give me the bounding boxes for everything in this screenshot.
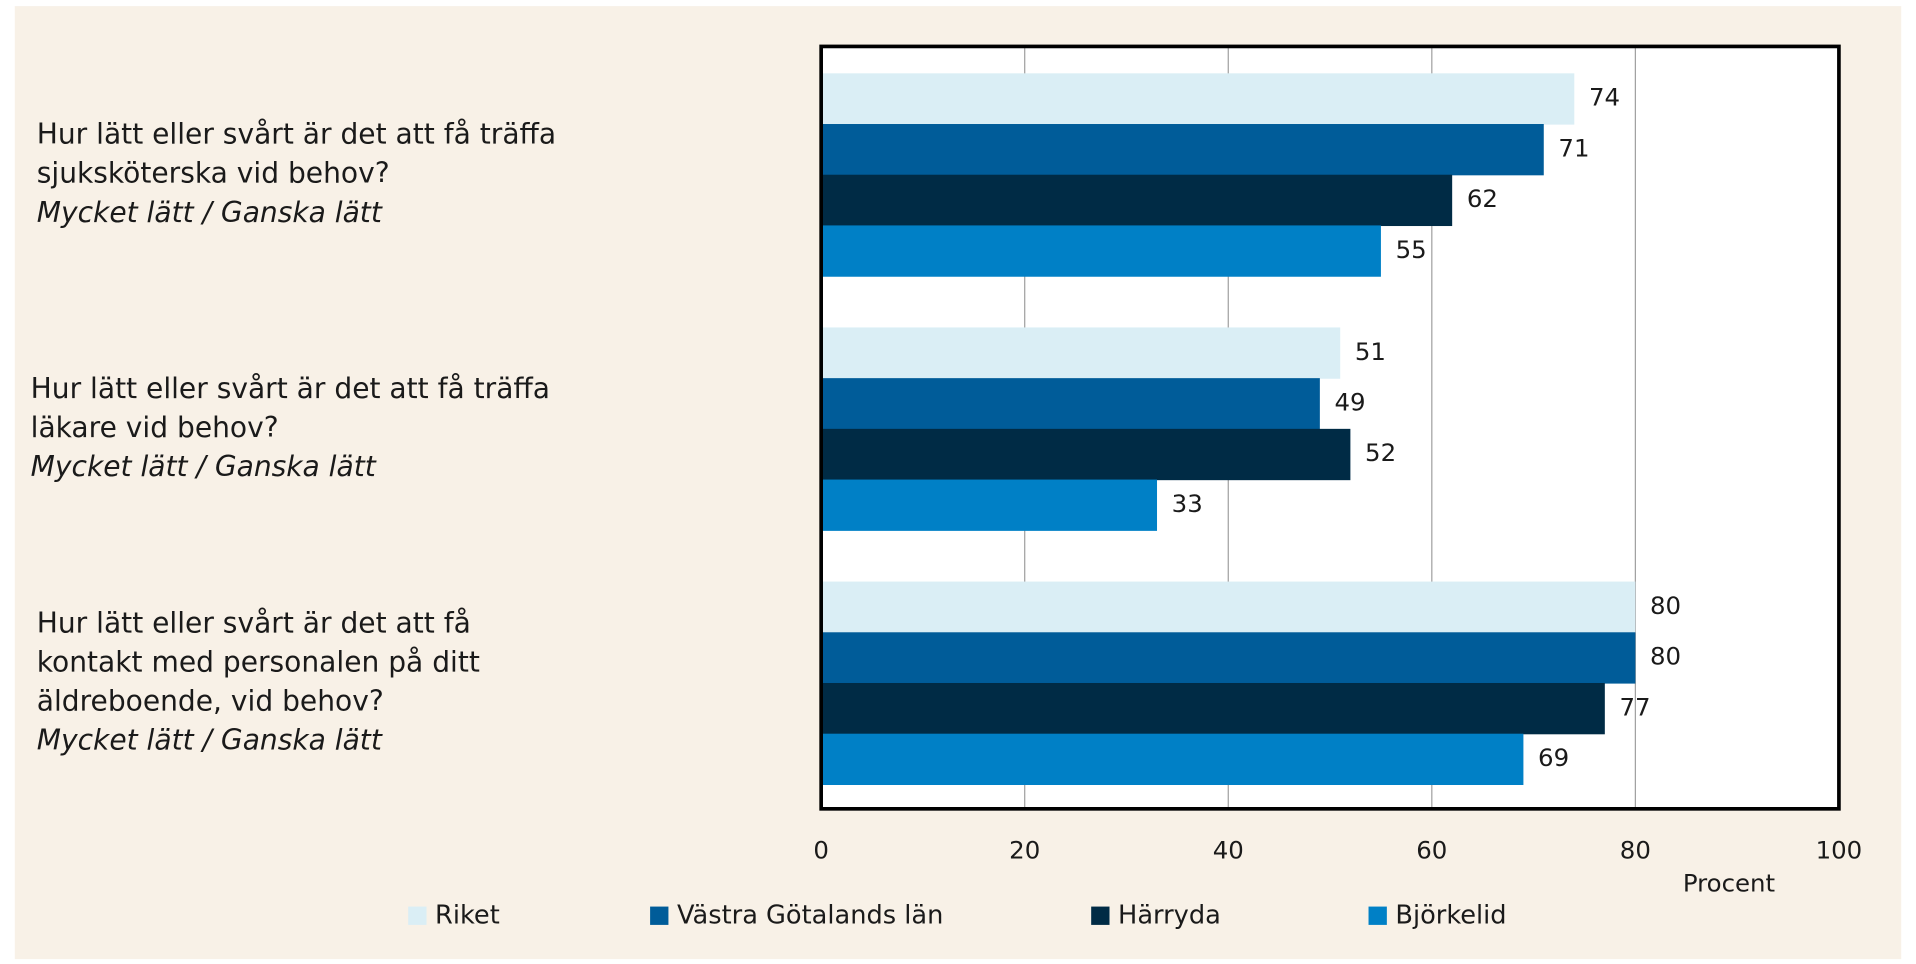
- bar: [821, 632, 1636, 684]
- value-label: 74: [1589, 83, 1620, 112]
- category-label: kontakt med personalen på ditt: [37, 645, 480, 678]
- category-subtitle: Mycket lätt / Ganska lätt: [31, 450, 377, 483]
- value-label: 49: [1335, 387, 1366, 416]
- value-label: 52: [1365, 438, 1396, 467]
- bar: [821, 225, 1381, 277]
- value-label: 62: [1467, 184, 1498, 213]
- bar: [821, 733, 1524, 786]
- x-tick-label: 80: [1620, 836, 1651, 865]
- bar: [821, 73, 1575, 125]
- plot-border: [819, 44, 1841, 811]
- legend-label: Härryda: [1118, 900, 1221, 930]
- legend-label: Björkelid: [1395, 900, 1506, 930]
- bar: [821, 174, 1453, 227]
- bar: [821, 428, 1351, 481]
- value-label: 33: [1172, 489, 1203, 518]
- bar: [821, 581, 1636, 633]
- value-label: 80: [1650, 591, 1681, 620]
- category-label: sjuksköterska vid behov?: [37, 157, 390, 190]
- bar: [821, 124, 1544, 176]
- category-label: äldreboende, vid behov?: [37, 685, 384, 718]
- value-label: 71: [1558, 133, 1589, 162]
- bar: [821, 479, 1158, 531]
- x-tick-label: 40: [1213, 836, 1244, 865]
- x-tick-label: 20: [1009, 836, 1040, 865]
- category-label: läkare vid behov?: [31, 411, 279, 444]
- x-axis-label: Procent: [1683, 869, 1775, 898]
- x-tick-label: 0: [813, 836, 829, 865]
- bar: [821, 327, 1341, 379]
- value-label: 55: [1396, 235, 1427, 264]
- value-label: 51: [1355, 337, 1386, 366]
- category-label: Hur lätt eller svårt är det att få: [37, 606, 471, 639]
- legend-swatch: [650, 906, 669, 925]
- category-label: Hur lätt eller svårt är det att få träff…: [37, 118, 556, 151]
- legend-swatch: [1368, 906, 1387, 925]
- bar: [821, 682, 1605, 735]
- value-label: 69: [1538, 743, 1569, 772]
- x-tick-label: 100: [1816, 836, 1863, 865]
- category-label: Hur lätt eller svårt är det att få träff…: [31, 372, 550, 405]
- legend-label: Västra Götalands län: [677, 900, 943, 930]
- legend-swatch: [408, 906, 427, 925]
- category-subtitle: Mycket lätt / Ganska lätt: [37, 196, 383, 229]
- value-label: 80: [1650, 642, 1681, 671]
- x-tick-label: 60: [1416, 836, 1447, 865]
- legend-swatch: [1091, 906, 1110, 925]
- legend-label: Riket: [435, 900, 500, 930]
- value-label: 77: [1619, 692, 1650, 721]
- bar: [821, 378, 1320, 430]
- category-subtitle: Mycket lätt / Ganska lätt: [37, 724, 383, 757]
